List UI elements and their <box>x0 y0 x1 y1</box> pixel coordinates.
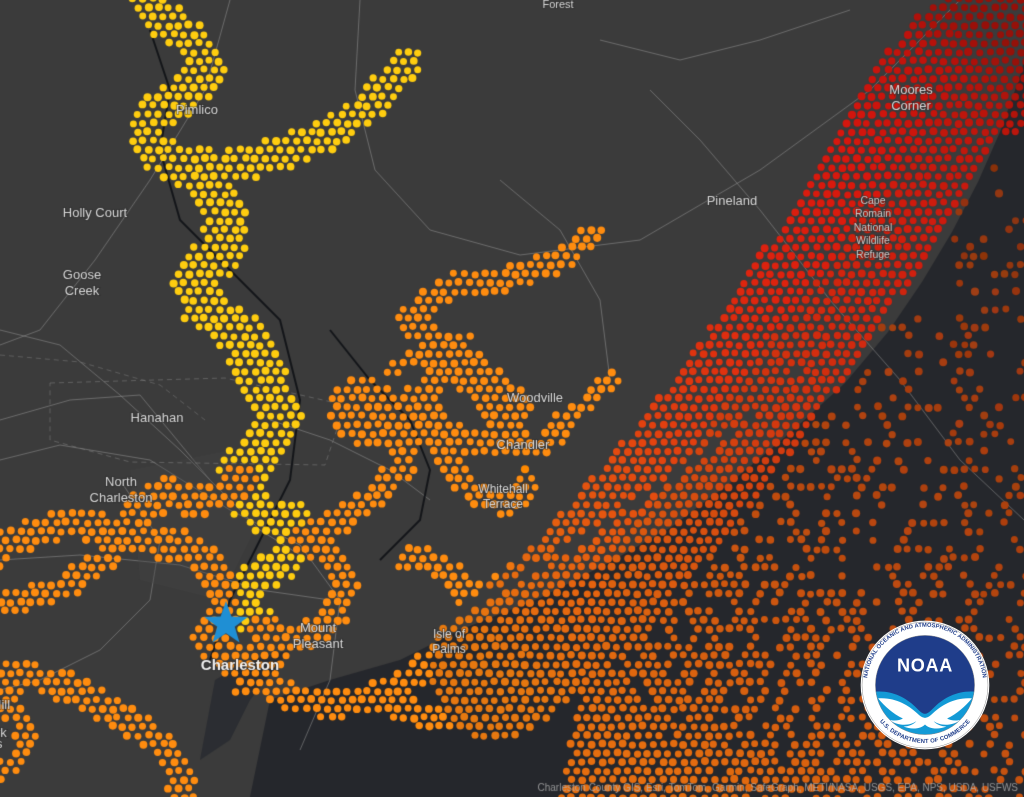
svg-text:NOAA: NOAA <box>897 656 953 676</box>
